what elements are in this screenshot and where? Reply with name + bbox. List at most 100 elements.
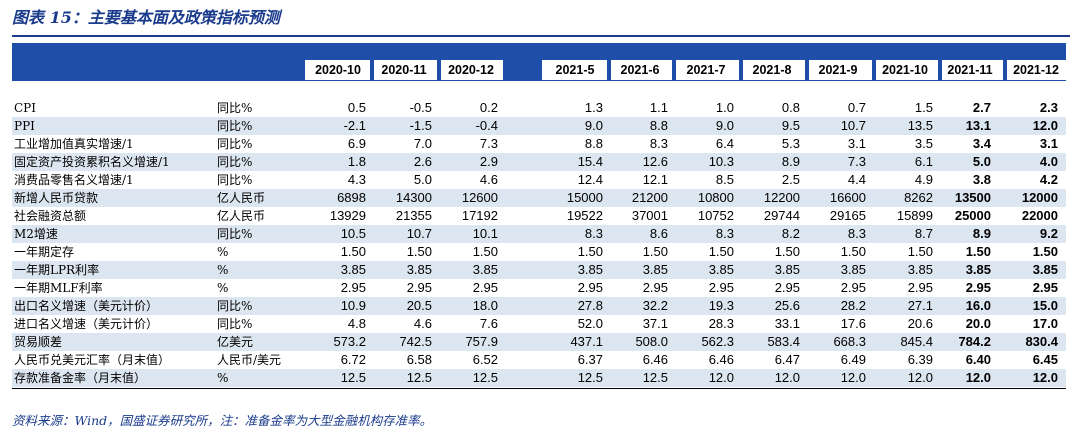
cell-value: 12000 — [1021, 190, 1058, 205]
cell-value: 3.85 — [774, 262, 800, 277]
cell-value: 22000 — [1021, 208, 1058, 223]
cell-value: 3.85 — [840, 262, 866, 277]
row-label: 工业增加值真实增速/1 — [14, 137, 134, 151]
cell-value: 14300 — [395, 190, 432, 205]
cell-value: 8.9 — [972, 226, 991, 241]
cell-value: 6.49 — [840, 352, 866, 367]
cell-value: 2.3 — [1039, 100, 1058, 115]
cell-value: 6.46 — [642, 352, 668, 367]
table-row: 新增人民币贷款 亿人民币 6898 14300 12600 15000 21200 10800… — [12, 189, 1066, 207]
column-header: 2021-6 — [620, 63, 660, 77]
column-header: 2021-9 — [818, 63, 858, 77]
cell-value: 1.8 — [347, 154, 366, 169]
cell-value: 15.4 — [577, 154, 603, 169]
cell-value: 8.9 — [781, 154, 800, 169]
row-unit: 同比% — [217, 173, 253, 187]
cell-value: 3.4 — [972, 136, 991, 151]
cell-value: 12.0 — [840, 370, 866, 385]
cell-value: 845.4 — [900, 334, 933, 349]
cell-value: 1.50 — [340, 244, 366, 259]
cell-value: 10.1 — [472, 226, 498, 241]
cell-value: 8.3 — [584, 226, 603, 241]
cell-value: 8.8 — [584, 136, 603, 151]
cell-value: 52.0 — [577, 316, 603, 331]
cell-value: 8.5 — [715, 172, 734, 187]
cell-value: 508.0 — [635, 334, 668, 349]
cell-value: 17.0 — [1032, 316, 1058, 331]
cell-value: 5.0 — [972, 154, 991, 169]
cell-value: 15.0 — [1032, 298, 1058, 313]
row-unit: 亿人民币 — [217, 191, 266, 205]
cell-value: 3.85 — [965, 262, 991, 277]
row-unit: % — [217, 263, 229, 277]
cell-value: 3.1 — [1039, 136, 1058, 151]
table-row: 一年期MLF利率% 2.95 2.95 2.95 2.95 2.95 2.95 2.95 2.9… — [12, 279, 1066, 297]
cell-value: 9.5 — [781, 118, 800, 133]
cell-value: 3.85 — [708, 262, 734, 277]
cell-value: 784.2 — [958, 334, 991, 349]
cell-value: 2.95 — [577, 280, 603, 295]
cell-value: 16.0 — [965, 298, 991, 313]
cell-value: 21355 — [395, 208, 432, 223]
row-label: 存款准备金率（月末值） — [14, 371, 147, 385]
cell-value: 3.5 — [914, 136, 933, 151]
header-gap — [607, 60, 611, 80]
cell-value: 2.95 — [840, 280, 866, 295]
cell-value: 0.5 — [347, 100, 366, 115]
cell-value: 4.8 — [347, 316, 366, 331]
cell-value: 5.3 — [781, 136, 800, 151]
cell-value: 19.3 — [708, 298, 734, 313]
cell-value: 10.5 — [340, 226, 366, 241]
header-gap — [672, 60, 676, 80]
row-label: 一年期定存 — [14, 245, 75, 259]
table-row: PPI 同比% -2.1 -1.5 -0.4 9.0 8.8 9.0 9.5 10.7 13.5 13… — [12, 117, 1066, 135]
cell-value: 9.0 — [584, 118, 603, 133]
cell-value: 12.0 — [907, 370, 933, 385]
table-bottom-rule — [12, 388, 1066, 389]
cell-value: 12.5 — [642, 370, 668, 385]
cell-value: 1.0 — [715, 100, 734, 115]
column-header: 2021-8 — [752, 63, 792, 77]
cell-value: 33.1 — [774, 316, 800, 331]
header-gap — [503, 60, 542, 80]
cell-value: 12.0 — [774, 370, 800, 385]
cell-value: 2.95 — [472, 280, 498, 295]
cell-value: 0.8 — [781, 100, 800, 115]
column-header: 2020-10 — [315, 63, 361, 77]
cell-value: 4.9 — [914, 172, 933, 187]
cell-value: 2.95 — [708, 280, 734, 295]
cell-value: 37.1 — [642, 316, 668, 331]
column-header: 2021-5 — [555, 63, 595, 77]
cell-value: 10.9 — [340, 298, 366, 313]
cell-value: 21200 — [631, 190, 668, 205]
row-label: 消费品零售名义增速/1 — [14, 173, 134, 187]
cell-value: 20.0 — [965, 316, 991, 331]
cell-value: 6.46 — [708, 352, 734, 367]
cell-value: 10.3 — [708, 154, 734, 169]
cell-value: -0.5 — [409, 100, 432, 115]
cell-value: 8.8 — [649, 118, 668, 133]
cell-value: 3.85 — [907, 262, 933, 277]
cell-value: 32.2 — [642, 298, 668, 313]
cell-value: 1.50 — [965, 244, 991, 259]
cell-value: 6.47 — [774, 352, 800, 367]
cell-value: 6898 — [337, 190, 366, 205]
cell-value: 28.2 — [840, 298, 866, 313]
cell-value: 15000 — [566, 190, 603, 205]
cell-value: 17.6 — [840, 316, 866, 331]
cell-value: 2.95 — [340, 280, 366, 295]
cell-value: 19522 — [566, 208, 603, 223]
table-row: M2增速 同比% 10.5 10.7 10.1 8.3 8.6 8.3 8.2 8.3 8.7 8.9… — [12, 225, 1066, 243]
cell-value: 562.3 — [701, 334, 734, 349]
row-label: 出口名义增速（美元计价） — [14, 299, 159, 313]
cell-value: 6.37 — [577, 352, 603, 367]
cell-value: 4.0 — [1039, 154, 1058, 169]
cell-value: 25000 — [954, 208, 991, 223]
header-gap — [872, 60, 876, 80]
cell-value: 12200 — [763, 190, 800, 205]
cell-value: 12.0 — [965, 370, 991, 385]
row-label: PPI — [14, 119, 35, 133]
cell-value: 20.6 — [907, 316, 933, 331]
cell-value: 12600 — [461, 190, 498, 205]
cell-value: -2.1 — [343, 118, 366, 133]
